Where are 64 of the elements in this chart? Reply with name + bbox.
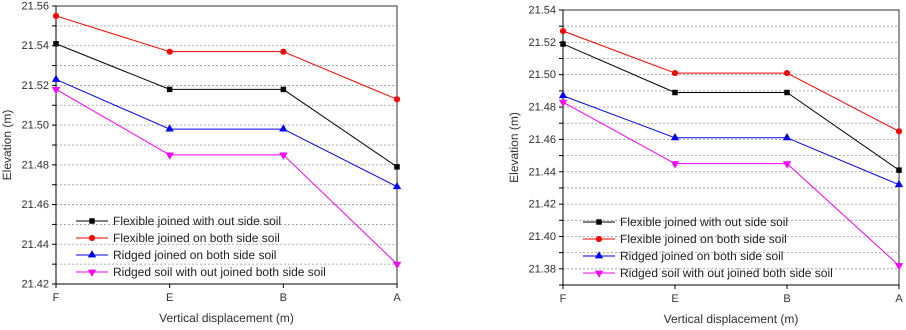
point (166, 48, 173, 55)
y-tick-label: 21.44 (21, 238, 49, 251)
y-tick-label: 21.42 (528, 198, 556, 211)
x-tick-label: E (166, 292, 174, 304)
point (670, 132, 680, 140)
point (558, 90, 568, 98)
point (558, 100, 568, 108)
point (166, 124, 174, 132)
y-axis-title: Elevation (m) (0, 110, 14, 180)
y-tick-label: 21.52 (21, 80, 49, 92)
point (894, 263, 904, 270)
x-tick-label: E (671, 292, 679, 305)
point (670, 161, 680, 168)
x-tick-label: A (895, 292, 904, 305)
point (52, 86, 60, 94)
point (166, 86, 172, 92)
point (52, 74, 60, 82)
legend-label: Ridged soil with out joined both side soil (113, 265, 326, 280)
y-tick-label: 21.46 (528, 134, 556, 146)
y-tick-label: 21.50 (21, 120, 49, 132)
y-tick-label: 21.46 (21, 199, 49, 212)
point (784, 70, 790, 76)
y-tick-label: 21.54 (528, 4, 556, 17)
y-tick-label: 21.40 (528, 230, 556, 243)
point (52, 12, 60, 20)
legend-label: Flexible joined with out side soil (620, 215, 788, 230)
point (782, 161, 792, 168)
legend-label: Flexible joined with out side soil (113, 214, 282, 228)
y-axis-title: Elevation (m) (507, 112, 521, 183)
y-tick-label: 21.38 (528, 263, 556, 276)
point (394, 96, 400, 102)
point (672, 70, 678, 76)
legend-label: Ridged joined on both side soil (113, 248, 276, 262)
y-tick-label: 21.44 (528, 166, 556, 178)
y-tick-label: 21.54 (21, 40, 49, 52)
legend-label: Flexible joined on both side soil (620, 232, 787, 246)
x-axis-title: Vertical displacement (m) (664, 312, 798, 326)
legend-label: Ridged joined on both side soil (620, 249, 784, 264)
point (280, 48, 286, 55)
x-tick-label: F (560, 292, 567, 305)
x-tick-label: B (783, 292, 791, 305)
x-tick-label: B (280, 292, 288, 304)
x-tick-label: F (52, 292, 60, 304)
point (896, 167, 902, 173)
point (394, 164, 400, 170)
point (896, 128, 902, 134)
y-tick-label: 21.52 (528, 36, 556, 49)
point (279, 124, 288, 132)
point (894, 180, 904, 188)
y-tick-label: 21.42 (21, 278, 49, 291)
point (392, 262, 402, 269)
x-axis-title: Vertical displacement (m) (159, 311, 294, 325)
point (279, 152, 288, 160)
point (560, 28, 566, 34)
y-tick-label: 21.48 (528, 102, 556, 114)
y-tick-label: 21.56 (21, 0, 49, 13)
y-tick-label: 21.48 (21, 159, 49, 172)
point (166, 152, 174, 160)
point (782, 132, 792, 140)
y-tick-label: 21.50 (528, 69, 556, 82)
point (280, 86, 286, 92)
legend-label: Ridged soil with out joined both side soil (620, 266, 833, 280)
legend-label: Flexible joined on both side soil (113, 231, 280, 246)
x-tick-label: A (393, 292, 402, 304)
